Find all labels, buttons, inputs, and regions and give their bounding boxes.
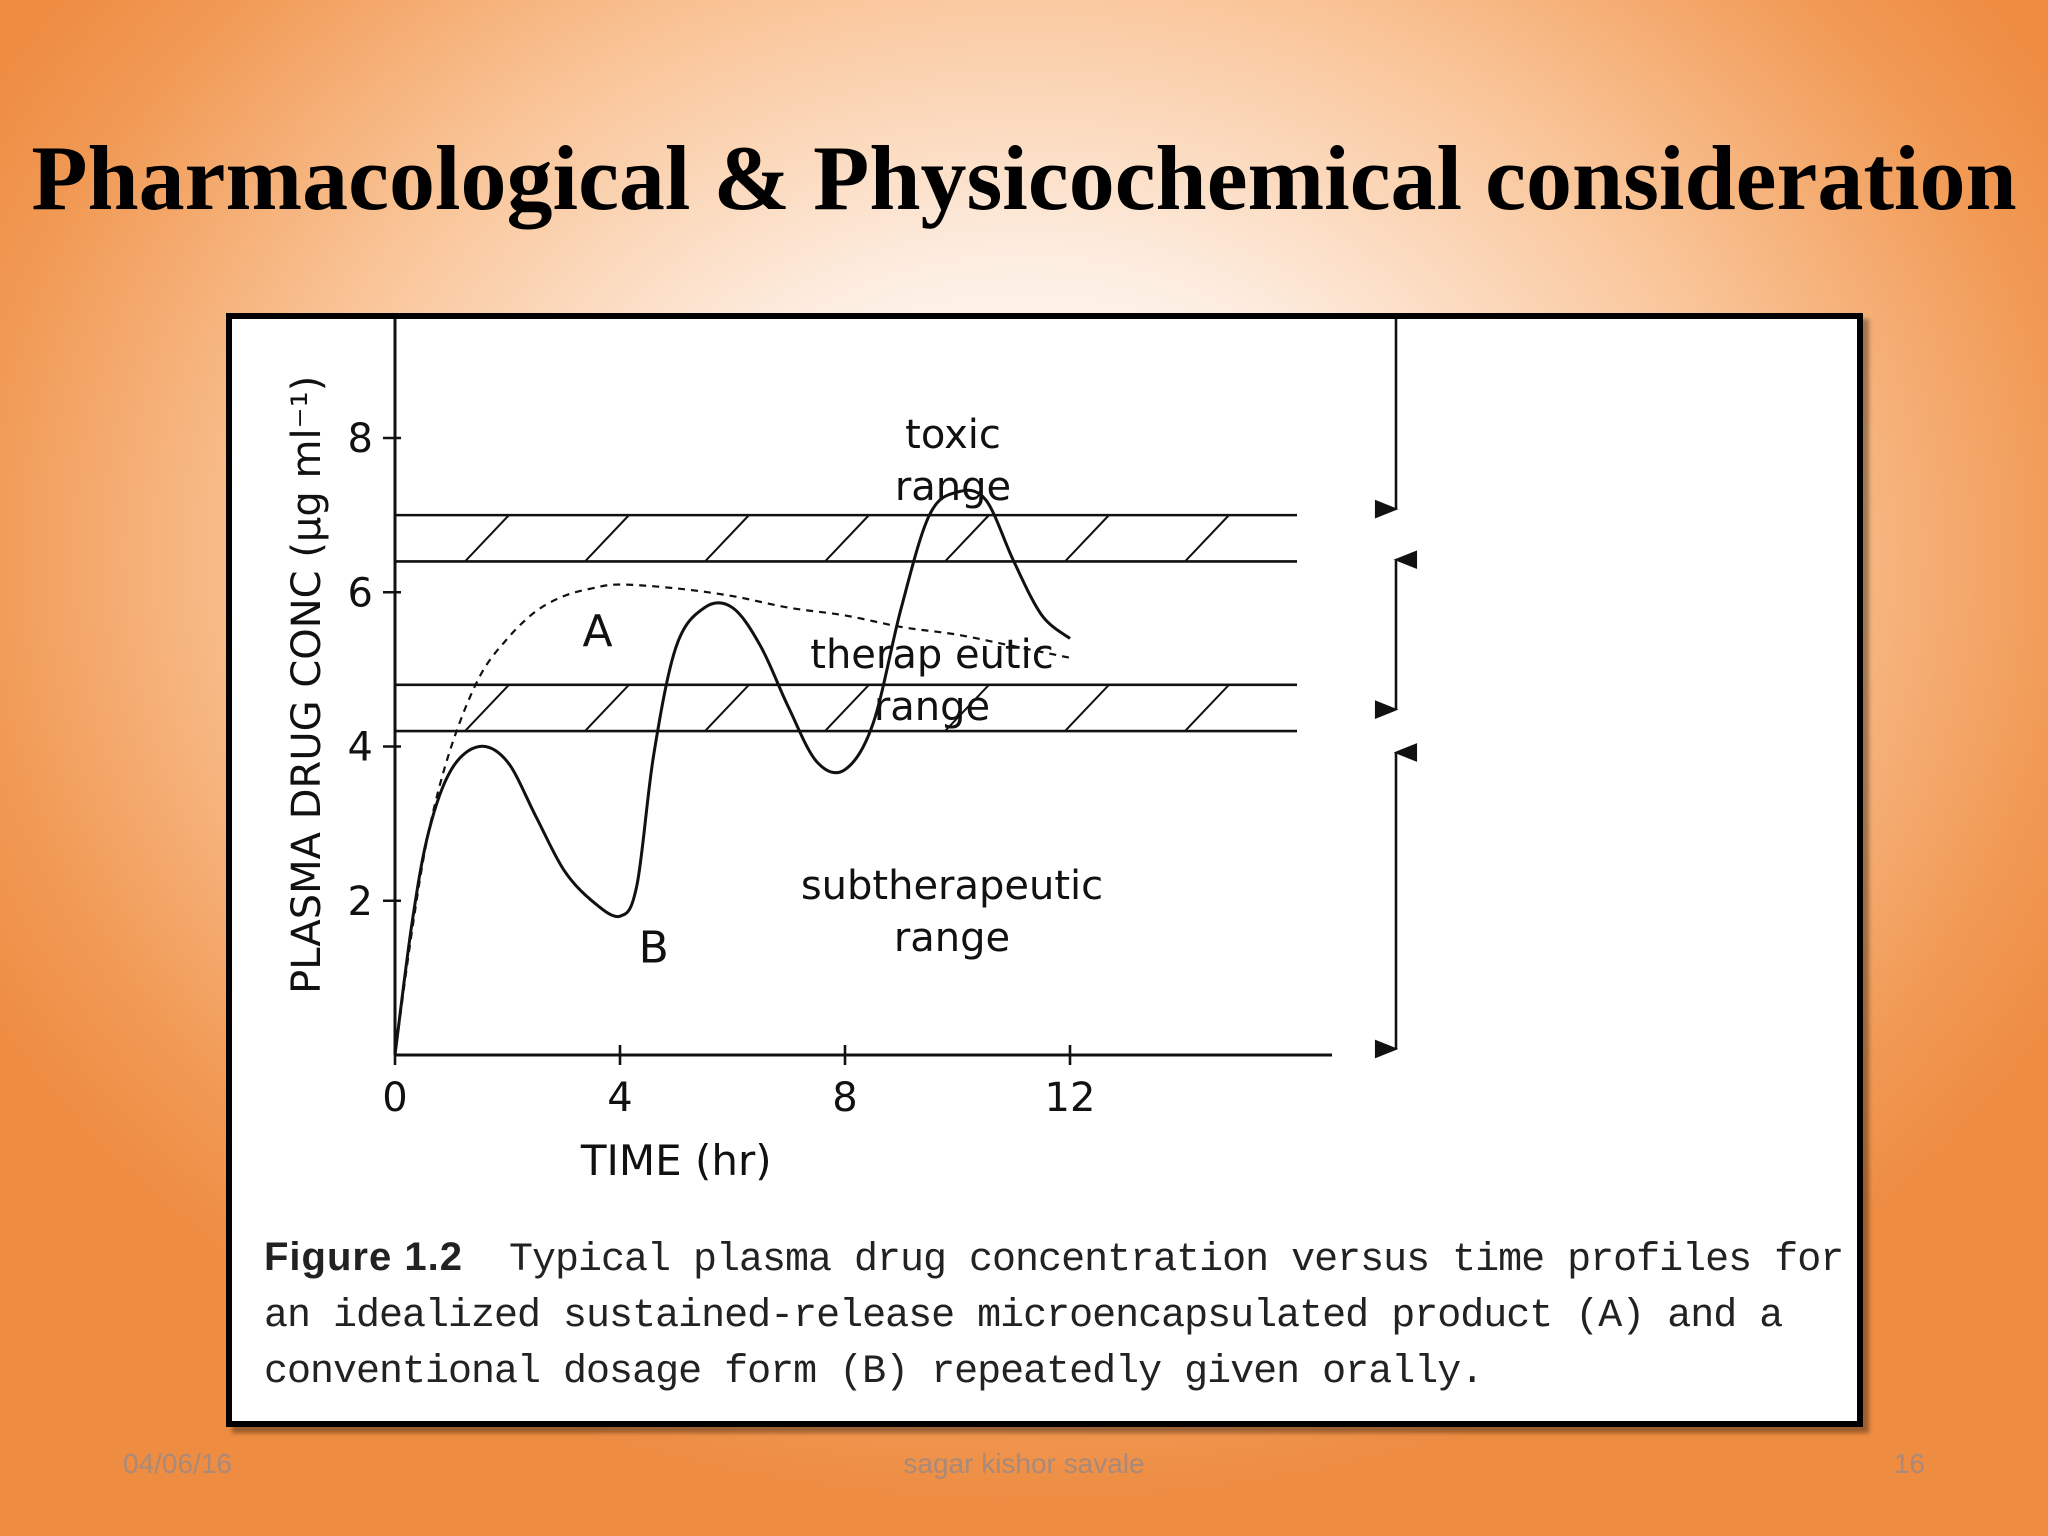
x-axis-title: TIME (hr)	[580, 1136, 772, 1185]
y-tick-label: 2	[348, 879, 373, 925]
caption-text: Typical plasma drug concentration versus…	[264, 1238, 1844, 1395]
figure-caption: Figure 1.2 Typical plasma drug concentra…	[264, 1229, 1854, 1401]
hatched-band-2	[395, 683, 1297, 733]
hatch-mark	[1064, 514, 1110, 563]
hatch-mark	[1184, 514, 1230, 563]
hatch-mark	[944, 684, 990, 732]
hatch-mark	[584, 514, 630, 563]
band-label-2: therap eutic range	[810, 632, 1053, 730]
band-label-1: toxic range	[895, 412, 1011, 510]
hatch-mark	[824, 684, 870, 732]
series-label-a: A	[582, 606, 612, 657]
series-label-b: B	[639, 922, 669, 973]
hatch-mark	[704, 514, 750, 563]
y-tick-label: 8	[348, 416, 373, 462]
slide-title: Pharmacological & Physicochemical consid…	[31, 127, 2017, 229]
hatched-band-1	[395, 513, 1297, 563]
caption-label: Figure 1.2	[264, 1235, 463, 1279]
x-tick-label: 12	[1045, 1075, 1096, 1121]
footer-date: 04/06/16	[123, 1448, 232, 1479]
hatch-mark	[944, 514, 990, 563]
y-tick-label: 6	[348, 570, 373, 616]
hatch-mark	[464, 684, 510, 732]
footer-page-number: 16	[1893, 1448, 1925, 1479]
plasma-concentration-chart: 0 4 8 12 2 4 6 8 TIME (hr) PLASMA DRUG CONC (µg m…	[284, 319, 1418, 1185]
hatch-mark	[1184, 684, 1230, 732]
x-tick-label: 8	[832, 1075, 857, 1121]
y-axis-title: PLASMA DRUG CONC (µg ml⁻¹)	[284, 376, 330, 994]
series-line-a	[393, 583, 1071, 1056]
footer-author: sagar kishor savale	[903, 1448, 1145, 1479]
x-tick-label: 4	[607, 1075, 632, 1121]
hatch-mark	[704, 684, 750, 732]
band-label-3: subtherapeutic range	[801, 863, 1103, 961]
figure-panel: 0 4 8 12 2 4 6 8 TIME (hr) PLASMA DRUG CONC (µg m…	[226, 313, 1863, 1427]
hatch-mark	[824, 514, 870, 563]
x-tick-label: 0	[382, 1075, 407, 1121]
hatch-mark	[1064, 684, 1110, 732]
hatch-mark	[464, 514, 510, 563]
hatch-mark	[584, 684, 630, 732]
y-tick-label: 4	[348, 725, 373, 771]
series-line-b	[393, 488, 1071, 1056]
